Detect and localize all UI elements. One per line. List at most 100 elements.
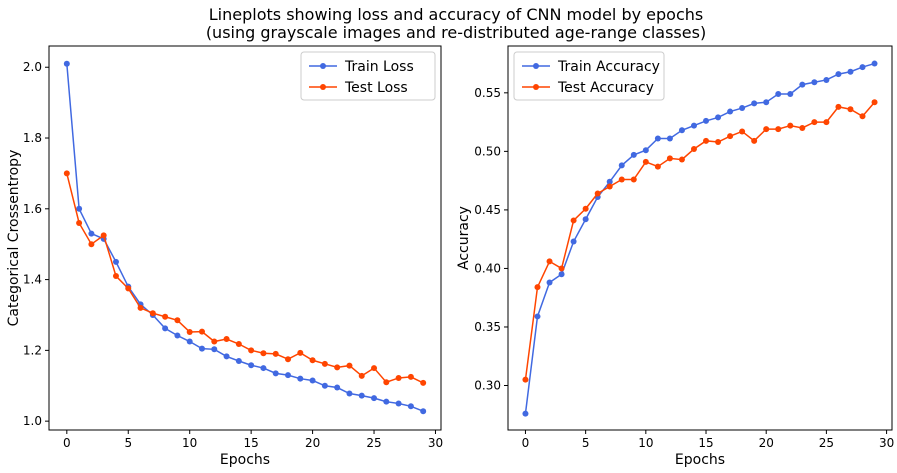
data-point (211, 338, 218, 345)
data-point (654, 135, 661, 142)
data-point (297, 375, 304, 382)
y-tick-label: 0.40 (474, 261, 501, 275)
data-point (703, 117, 710, 124)
data-point (321, 382, 328, 389)
data-point (125, 285, 132, 292)
data-point (383, 379, 390, 386)
x-tick-label: 15 (244, 436, 259, 450)
data-point (871, 99, 878, 106)
data-point (522, 376, 529, 383)
data-point (799, 124, 806, 131)
data-point (666, 135, 673, 142)
accuracy-chart: 0 5 10 15 20 25 30 0.30 0.35 0.40 0.45 0.50 0.55 Epoc… (456, 45, 894, 468)
data-point (285, 372, 292, 379)
data-point (248, 362, 255, 369)
data-point (859, 113, 866, 120)
data-point (751, 137, 758, 144)
data-point (715, 139, 722, 145)
data-point (642, 147, 649, 154)
data-point (642, 158, 649, 165)
data-point (198, 328, 205, 335)
x-tick-label: 30 (879, 436, 894, 450)
legend-entry: Test Loss (344, 80, 408, 96)
data-point (835, 71, 842, 78)
data-point (522, 410, 529, 417)
data-point (618, 162, 625, 169)
data-point (534, 313, 541, 320)
data-point (76, 205, 83, 212)
series-line-train (66, 63, 424, 412)
data-point (358, 392, 365, 399)
x-tick-label: 25 (366, 436, 381, 450)
data-point (162, 325, 169, 332)
data-point (420, 379, 427, 386)
data-point (309, 377, 316, 384)
data-point (787, 122, 794, 129)
series-line-test (524, 101, 876, 380)
x-tick-label: 0 (63, 436, 71, 450)
data-point (763, 126, 770, 133)
data-point (799, 81, 806, 88)
data-point (703, 137, 710, 144)
data-point (88, 241, 95, 248)
data-point (149, 310, 156, 317)
data-point (88, 230, 95, 237)
y-tick-label: 1.4 (23, 273, 42, 287)
y-axis-label: Accuracy (456, 206, 472, 270)
figure-title-line2: (using grayscale images and re-distribut… (206, 23, 706, 42)
data-point (260, 365, 267, 372)
legend-box (513, 51, 665, 101)
legend: Train Loss Test Loss (300, 51, 436, 101)
data-point (835, 103, 842, 110)
data-point (407, 403, 414, 410)
data-point (715, 114, 722, 121)
data-point (63, 60, 70, 67)
data-point (346, 390, 353, 397)
data-point (739, 128, 746, 135)
data-point (420, 408, 427, 415)
data-point (346, 362, 353, 369)
data-point (186, 338, 193, 345)
x-tick-label: 5 (124, 436, 132, 450)
axes-frame (48, 45, 442, 431)
data-point (594, 190, 601, 197)
data-point (823, 76, 830, 83)
data-point (407, 373, 414, 380)
data-point (690, 122, 697, 129)
data-point (371, 365, 378, 372)
data-point (678, 127, 685, 134)
data-point (223, 336, 230, 343)
data-point (395, 400, 402, 407)
y-tick-label: 0.45 (474, 203, 501, 217)
data-point (260, 350, 267, 357)
data-point (223, 353, 230, 360)
x-tick-label: 25 (819, 436, 834, 450)
data-point (811, 79, 818, 86)
axes-frame (507, 45, 893, 431)
y-tick-label: 1.6 (23, 202, 42, 216)
data-point (63, 170, 70, 177)
data-point (582, 216, 589, 223)
data-point (775, 126, 782, 133)
y-axis-label: Categorical Crossentropy (6, 150, 22, 327)
data-point (534, 284, 541, 291)
data-point (211, 346, 218, 353)
x-tick-label: 20 (305, 436, 320, 450)
data-point (678, 156, 685, 163)
legend-marker (320, 84, 326, 90)
data-point (582, 205, 589, 212)
data-point (334, 364, 341, 371)
data-point (383, 398, 390, 405)
data-point (606, 178, 613, 185)
data-point (871, 60, 878, 67)
data-point (630, 176, 637, 183)
x-tick-label: 15 (698, 436, 713, 450)
data-point (297, 349, 304, 356)
data-point (558, 271, 565, 278)
data-point (112, 273, 119, 280)
y-tick-label: 0.50 (474, 144, 501, 158)
y-tick-label: 2.0 (23, 60, 42, 74)
y-tick-label: 0.55 (474, 86, 501, 100)
loss-chart: 0 5 10 15 20 25 30 1.0 1.2 1.4 1.6 1.8 2.0 Epochs Cate… (6, 45, 443, 468)
